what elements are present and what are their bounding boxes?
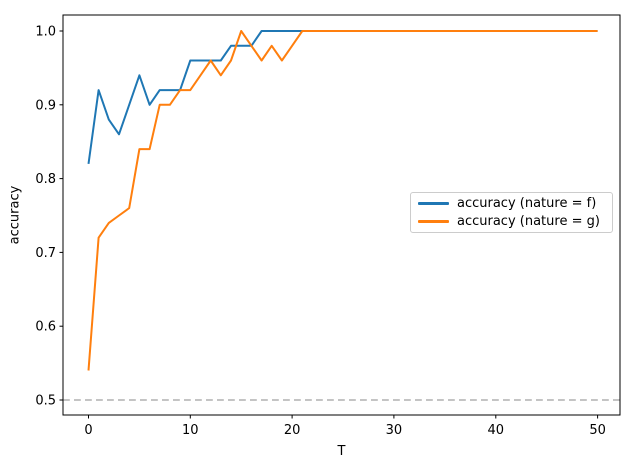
y-tick-label: 0.8 [35, 172, 56, 187]
y-tick-label: 1.0 [35, 25, 56, 40]
y-tick-label: 0.5 [35, 394, 56, 409]
y-tick-label: 0.9 [35, 98, 56, 113]
x-tick-label: 40 [488, 423, 505, 438]
legend-entry-g: accuracy (nature = g) [418, 213, 605, 231]
series-line-f [87, 30, 598, 165]
legend-line-swatch-g [418, 219, 449, 223]
x-tick-label: 20 [284, 423, 301, 438]
y-tick-label: 0.6 [35, 320, 56, 335]
legend: accuracy (nature = f) accuracy (nature =… [410, 192, 613, 233]
series-line-g [87, 30, 598, 371]
x-axis-label: T [337, 444, 346, 459]
legend-entry-f: accuracy (nature = f) [418, 195, 605, 213]
y-tick-label: 0.7 [35, 246, 56, 261]
x-tick-label: 0 [84, 423, 92, 438]
plot-border [62, 14, 621, 416]
x-tick-label: 10 [182, 423, 199, 438]
legend-line-swatch-f [418, 202, 449, 206]
legend-label-f: accuracy (nature = f) [457, 196, 597, 212]
legend-label-g: accuracy (nature = g) [457, 213, 600, 229]
x-tick-label: 50 [589, 423, 606, 438]
x-tick-label: 30 [386, 423, 403, 438]
y-axis-label: accuracy [7, 185, 23, 245]
